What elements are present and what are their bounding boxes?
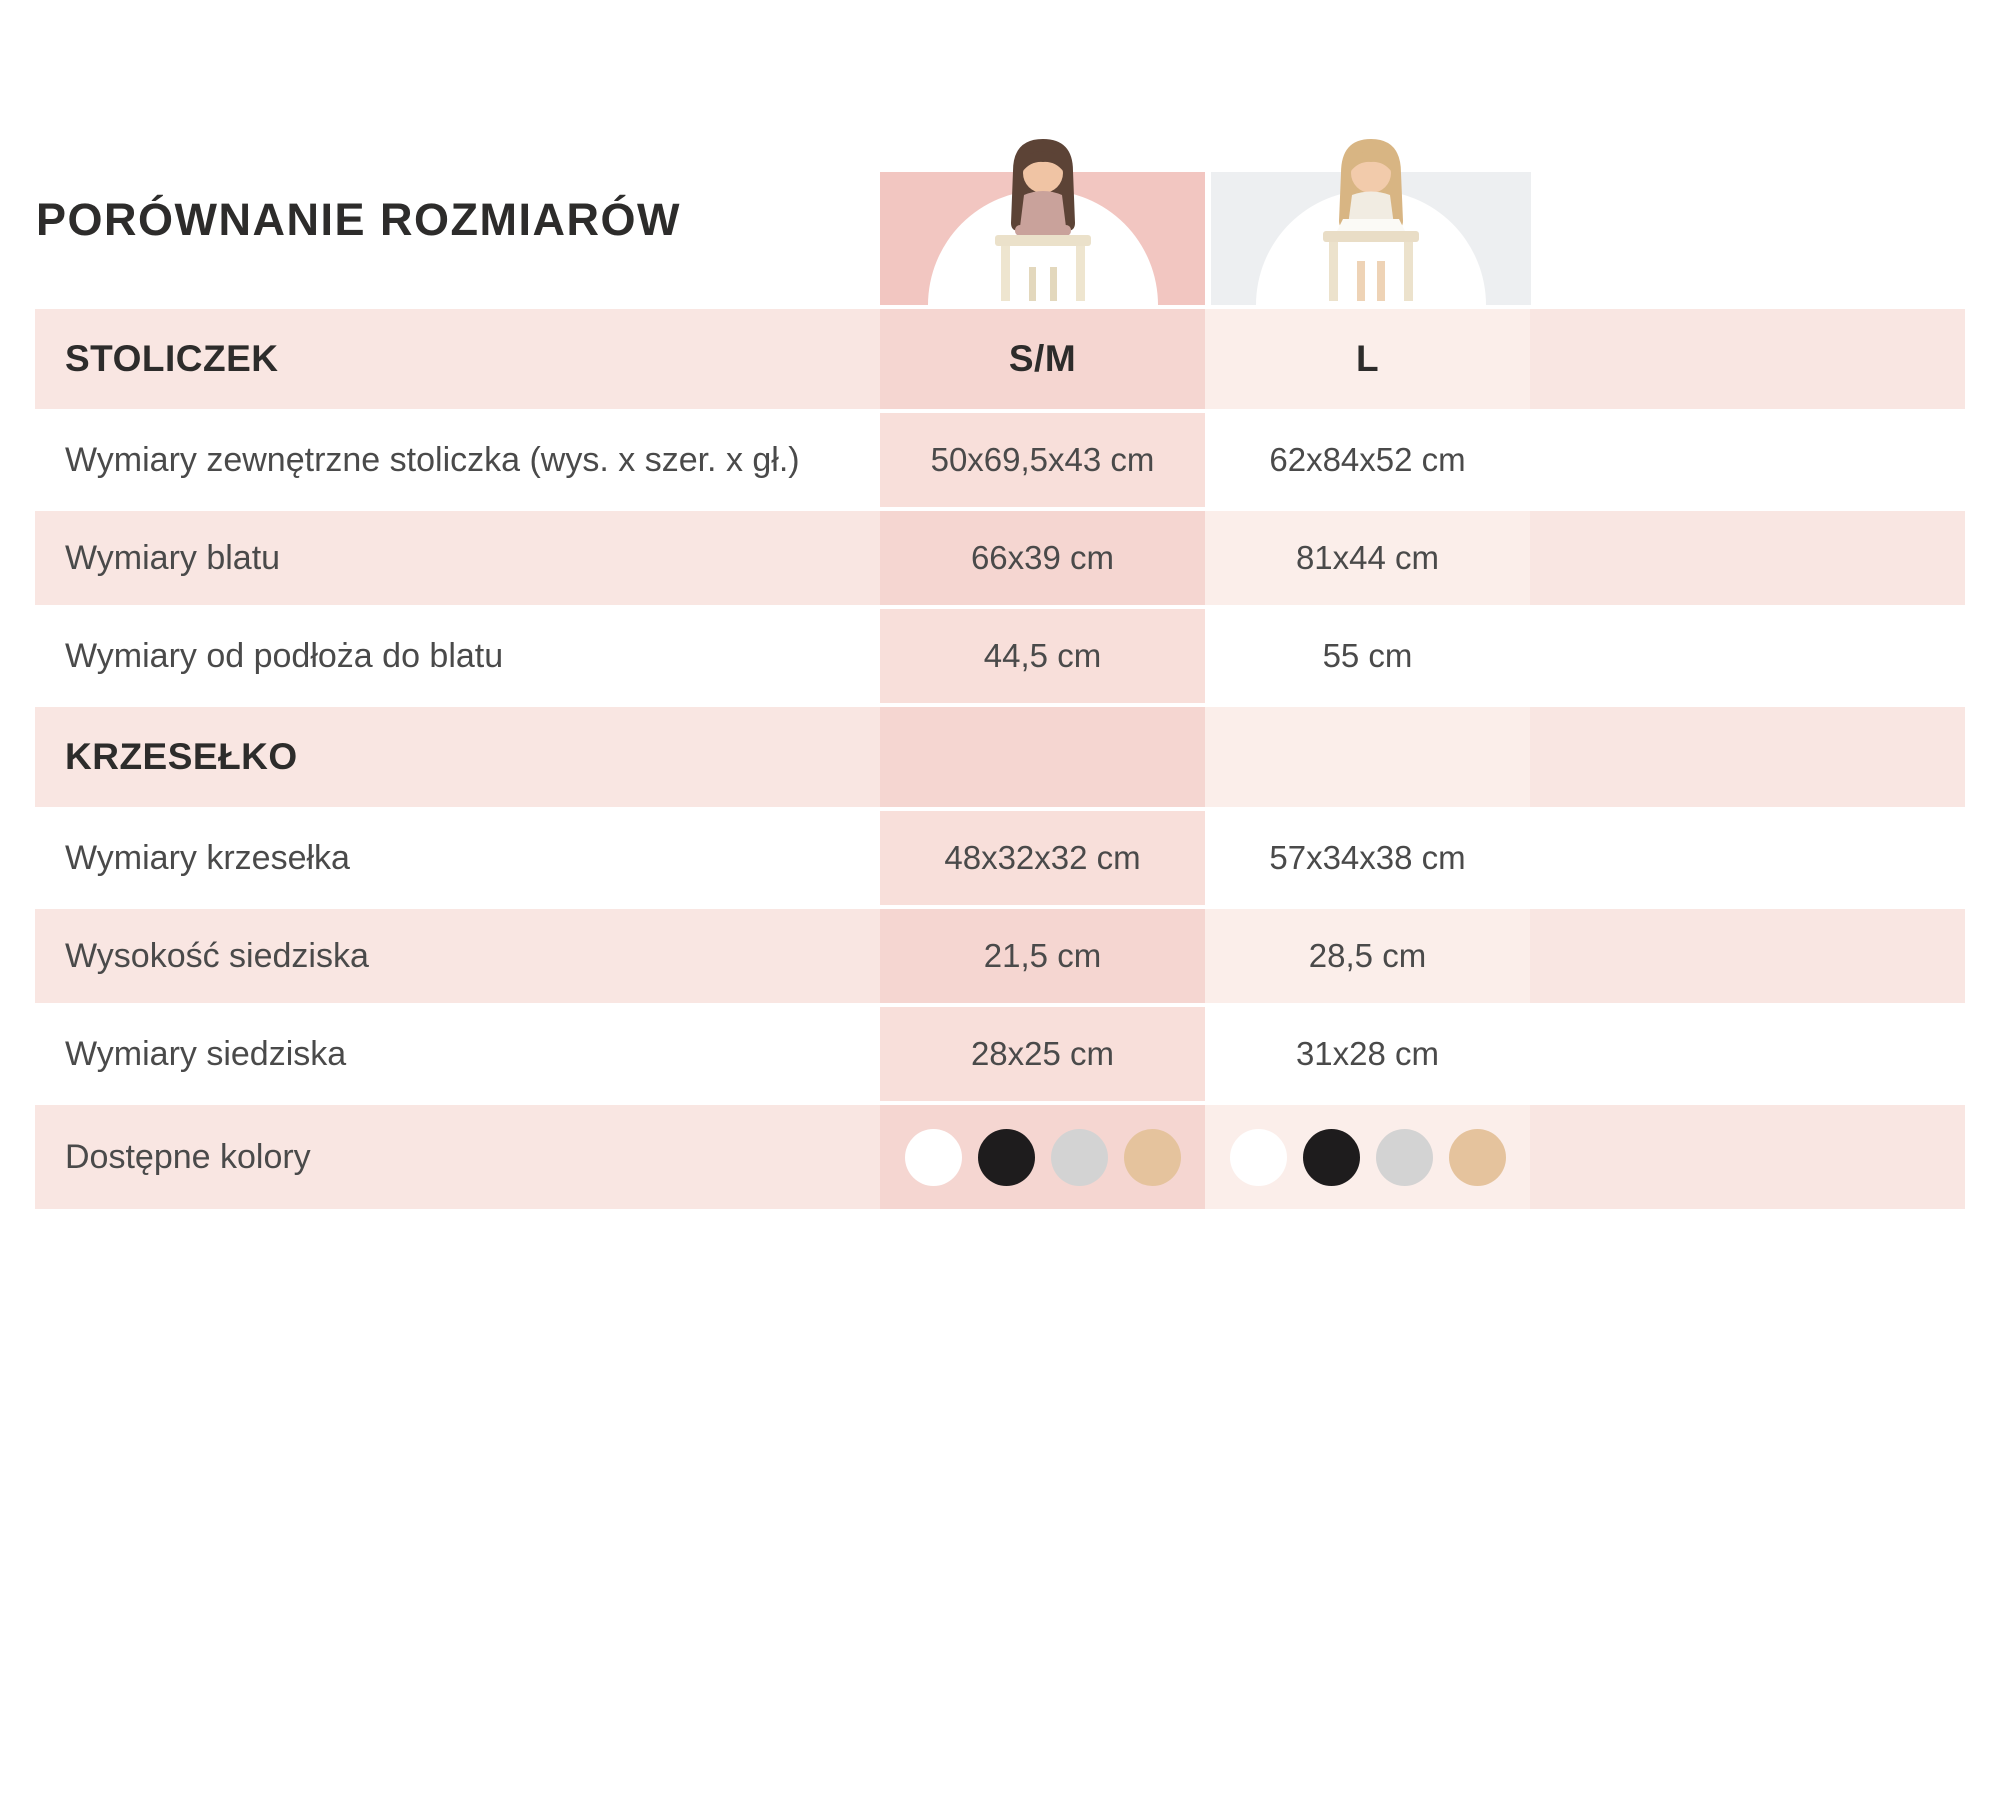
row-label: Wymiary krzesełka — [65, 838, 350, 877]
color-swatch-gray — [1375, 1128, 1433, 1186]
row-value-sm: 66x39 cm — [970, 539, 1115, 576]
column-header-l: L — [1355, 338, 1380, 379]
color-swatch-gray — [1050, 1128, 1108, 1186]
table-row: Wysokość siedziska 21,5 cm 28,5 cm — [35, 909, 1965, 1003]
table-header-row-stoliczek: STOLICZEK S/M L — [35, 309, 1965, 409]
child-photo-l — [1323, 139, 1419, 301]
row-value-l: 55 cm — [1322, 637, 1413, 674]
row-label: Dostępne kolory — [65, 1137, 311, 1176]
row-label: Wysokość siedziska — [65, 936, 369, 975]
color-swatch-black — [977, 1128, 1035, 1186]
row-value-l: 81x44 cm — [1295, 539, 1440, 576]
row-value-sm: 44,5 cm — [983, 637, 1102, 674]
color-swatch-white — [904, 1128, 962, 1186]
section-header-stoliczek: STOLICZEK — [65, 338, 279, 379]
row-value-l: 62x84x52 cm — [1269, 441, 1466, 478]
table-row: Wymiary od podłoża do blatu 44,5 cm 55 c… — [35, 609, 1965, 703]
column-header-sm: S/M — [1008, 338, 1077, 379]
row-value-l: 28,5 cm — [1308, 937, 1427, 974]
child-photo-sm — [994, 139, 1091, 301]
column-image-block-l — [1211, 139, 1531, 305]
row-label: Wymiary siedziska — [65, 1034, 347, 1073]
section-header-krzeselko: KRZESEŁKO — [65, 736, 298, 777]
color-swatch-beige — [1123, 1128, 1181, 1186]
row-label: Wymiary blatu — [65, 538, 281, 577]
table-row: Wymiary blatu 66x39 cm 81x44 cm — [35, 511, 1965, 605]
table-row-colors: Dostępne kolory — [35, 1105, 1965, 1209]
table-row: Wymiary krzesełka 48x32x32 cm 57x34x38 c… — [35, 811, 1965, 905]
row-value-l: 57x34x38 cm — [1269, 839, 1466, 876]
page-title: PORÓWNANIE ROZMIARÓW — [36, 194, 681, 245]
color-swatches-sm — [904, 1128, 1181, 1186]
column-image-block-sm — [880, 139, 1205, 305]
color-swatch-white — [1229, 1128, 1287, 1186]
row-value-sm: 50x69,5x43 cm — [930, 441, 1155, 478]
row-value-sm: 48x32x32 cm — [944, 839, 1141, 876]
row-label: Wymiary zewnętrzne stoliczka (wys. x sze… — [65, 440, 800, 479]
table-row: Wymiary siedziska 28x25 cm 31x28 cm — [35, 1007, 1965, 1101]
table-header-row-krzeselko: KRZESEŁKO — [35, 707, 1965, 807]
table-row: Wymiary zewnętrzne stoliczka (wys. x sze… — [35, 413, 1965, 507]
row-value-sm: 28x25 cm — [970, 1035, 1115, 1072]
comparison-table: STOLICZEK S/M L Wymiary zewnętrzne stoli… — [35, 309, 1965, 1213]
color-swatches-l — [1229, 1128, 1506, 1186]
row-value-l: 31x28 cm — [1295, 1035, 1440, 1072]
color-swatch-beige — [1448, 1128, 1506, 1186]
color-swatch-black — [1302, 1128, 1360, 1186]
row-label: Wymiary od podłoża do blatu — [65, 636, 504, 675]
row-value-sm: 21,5 cm — [983, 937, 1102, 974]
